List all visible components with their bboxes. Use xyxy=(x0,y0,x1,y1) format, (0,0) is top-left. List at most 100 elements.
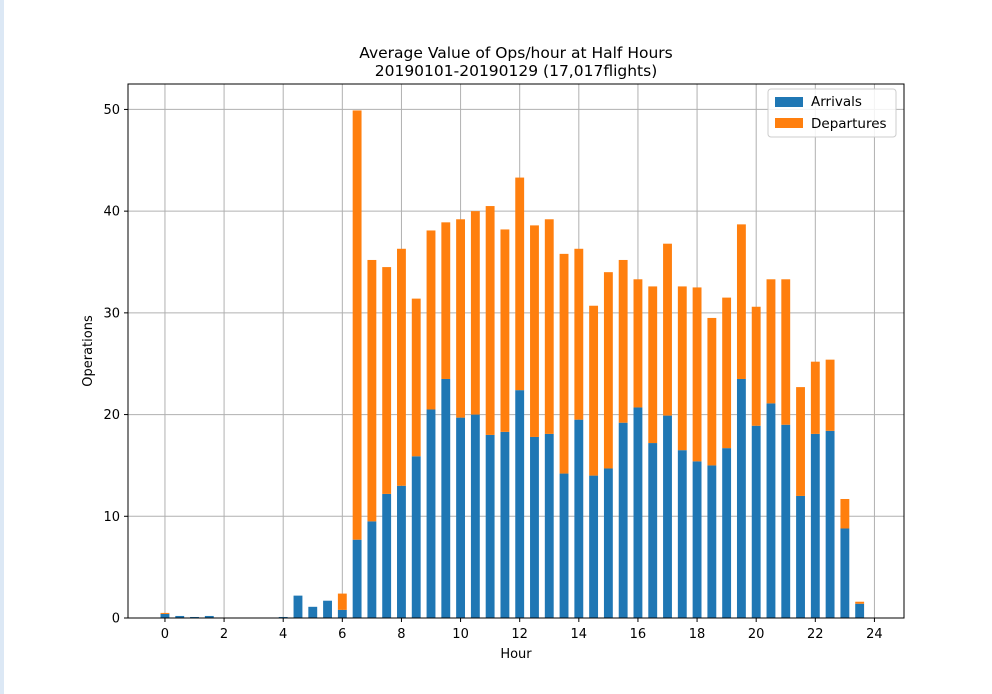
bar-departures xyxy=(485,206,495,435)
bar-departures xyxy=(751,306,761,426)
bar-arrivals xyxy=(485,434,495,618)
y-tick-label: 30 xyxy=(103,306,120,321)
bar-arrivals xyxy=(515,390,525,618)
plot-area-frame xyxy=(127,83,905,619)
bar-arrivals xyxy=(722,448,732,618)
bar-departures xyxy=(796,387,805,496)
bar-arrivals xyxy=(204,615,214,618)
bar-arrivals xyxy=(293,595,303,618)
y-axis-label: Operations xyxy=(81,315,96,387)
bar-arrivals xyxy=(441,378,451,618)
bar-departures xyxy=(337,593,347,610)
legend-swatch-departures xyxy=(775,118,803,128)
bar-departures xyxy=(397,248,406,486)
bar-arrivals xyxy=(456,417,466,618)
chart-title: Average Value of Ops/hour at Half Hours xyxy=(359,44,672,62)
bar-arrivals xyxy=(308,606,318,618)
bar-arrivals xyxy=(855,603,865,618)
bar-departures xyxy=(707,317,717,466)
bar-arrivals xyxy=(500,431,510,618)
y-tick-label: 20 xyxy=(103,408,120,423)
bar-departures xyxy=(367,259,377,522)
bar-departures xyxy=(411,298,421,457)
bar-departures xyxy=(855,601,865,604)
bar-departures xyxy=(589,305,599,476)
y-tick-label: 0 xyxy=(112,612,120,627)
bar-arrivals xyxy=(411,456,421,618)
legend: Arrivals Departures xyxy=(767,88,897,138)
bar-arrivals xyxy=(766,403,776,618)
bar-departures xyxy=(456,219,466,418)
bar-departures xyxy=(825,359,835,431)
bar-arrivals xyxy=(559,473,569,618)
bar-arrivals xyxy=(781,424,791,618)
bar-arrivals xyxy=(175,615,185,618)
legend-swatch-arrivals xyxy=(775,97,803,107)
bar-departures xyxy=(781,279,791,425)
y-tick-label: 50 xyxy=(103,103,120,118)
bar-departures xyxy=(441,222,451,379)
bar-arrivals xyxy=(337,609,347,618)
bar-arrivals xyxy=(574,419,584,618)
bar-departures xyxy=(766,279,776,404)
bar-arrivals xyxy=(618,422,628,618)
bar-arrivals xyxy=(160,613,170,618)
x-tick-label: 12 xyxy=(511,627,528,642)
x-tick-label: 16 xyxy=(630,627,647,642)
x-tick-label: 14 xyxy=(571,627,588,642)
bar-departures xyxy=(648,286,658,444)
bar-arrivals xyxy=(278,616,288,618)
bar-arrivals xyxy=(530,436,539,618)
y-tick-label: 10 xyxy=(103,510,120,525)
bar-arrivals xyxy=(352,539,362,618)
x-tick-label: 22 xyxy=(807,627,824,642)
bar-departures xyxy=(426,230,436,410)
x-tick-label: 8 xyxy=(397,627,405,642)
bar-departures xyxy=(663,243,672,416)
x-tick-label: 20 xyxy=(748,627,765,642)
bar-departures xyxy=(618,259,628,423)
bar-arrivals xyxy=(677,450,687,618)
bar-arrivals xyxy=(707,465,717,618)
bar-departures xyxy=(810,361,820,434)
bar-departures xyxy=(574,248,584,420)
bar-arrivals xyxy=(190,616,199,618)
bar-arrivals xyxy=(692,461,702,618)
bar-arrivals xyxy=(751,425,761,618)
bar-arrivals xyxy=(825,430,835,618)
bar-arrivals xyxy=(648,443,658,618)
legend-label-departures: Departures xyxy=(811,116,887,132)
bar-arrivals xyxy=(840,528,850,618)
bar-arrivals xyxy=(544,433,554,618)
bar-departures xyxy=(692,287,702,462)
bar-arrivals xyxy=(426,409,436,618)
y-tick-label: 40 xyxy=(103,205,120,220)
x-tick-label: 6 xyxy=(338,627,346,642)
bar-departures xyxy=(544,219,554,434)
bar-departures xyxy=(633,279,643,408)
x-axis-label: Hour xyxy=(500,647,532,662)
bar-departures xyxy=(382,267,392,494)
bar-departures xyxy=(603,272,613,469)
bar-arrivals xyxy=(663,415,672,618)
bar-arrivals xyxy=(397,485,406,618)
bar-departures xyxy=(559,253,569,474)
bar-departures xyxy=(722,297,732,449)
chart-subtitle: 20190101-20190129 (17,017flights) xyxy=(375,62,658,80)
bar-departures xyxy=(470,211,480,415)
bar-departures xyxy=(840,498,850,529)
bar-arrivals xyxy=(603,468,613,618)
bar-departures xyxy=(352,110,362,540)
bars-layer xyxy=(160,110,865,618)
bar-arrivals xyxy=(589,475,599,618)
x-tick-label: 0 xyxy=(161,627,169,642)
bar-arrivals xyxy=(470,414,480,618)
x-tick-label: 4 xyxy=(279,627,287,642)
x-tick-label: 24 xyxy=(866,627,883,642)
bar-departures xyxy=(530,225,539,437)
window-left-edge xyxy=(0,0,4,694)
bar-departures xyxy=(736,224,746,379)
